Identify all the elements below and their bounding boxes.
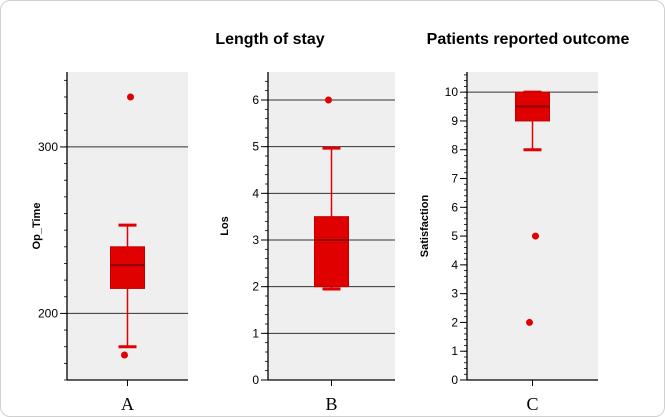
- panel-c-outlier-point: [526, 318, 533, 326]
- panel-c-title: Patients reported outcome: [427, 31, 630, 48]
- panel-c-tick-label-0: 0: [451, 373, 458, 387]
- panel-c-tick-label-8: 8: [451, 143, 458, 157]
- panel-b-ylabel: Los: [219, 216, 231, 236]
- panel-a-tick-label-300: 300: [38, 140, 58, 154]
- panel-a-category-label: A: [121, 394, 134, 414]
- panel-b-category-label: B: [325, 394, 337, 414]
- panel-b-tick-label-1: 1: [252, 326, 259, 340]
- panel-c-tick-label-3: 3: [451, 287, 458, 301]
- panel-b-title: Length of stay: [215, 31, 324, 48]
- panel-b-tick-label-3: 3: [252, 233, 259, 247]
- panel-a-ylabel: Op_Time: [31, 203, 43, 250]
- panel-a-outlier-point: [127, 93, 134, 101]
- panel-b-tick-label-0: 0: [252, 373, 259, 387]
- panel-c-outlier-point: [532, 232, 539, 240]
- panel-c-ylabel: Satisfaction: [419, 195, 431, 258]
- panel-b-tick-label-4: 4: [252, 186, 259, 200]
- panel-b-tick-label-2: 2: [252, 280, 259, 294]
- panel-b-box: [314, 216, 349, 288]
- panel-c-tick-label-7: 7: [451, 172, 458, 186]
- panel-a-outlier-point: [121, 351, 128, 359]
- panel-a-box: [110, 246, 145, 289]
- panel-c-tick-label-5: 5: [451, 229, 458, 243]
- panel-c-tick-label-2: 2: [451, 315, 458, 329]
- panel-c-tick-label-4: 4: [451, 258, 458, 272]
- panel-c-tick-label-6: 6: [451, 200, 458, 214]
- panel-b-tick-label-6: 6: [252, 93, 259, 107]
- panel-c-tick-label-1: 1: [451, 344, 458, 358]
- panel-c-tick-label-10: 10: [445, 85, 459, 99]
- panel-c-category-label: C: [526, 394, 538, 414]
- panel-c-tick-label-9: 9: [451, 114, 458, 128]
- panel-b-tick-label-5: 5: [252, 140, 259, 154]
- panel-a-tick-label-200: 200: [38, 306, 58, 320]
- panel-b-outlier-point: [325, 96, 332, 104]
